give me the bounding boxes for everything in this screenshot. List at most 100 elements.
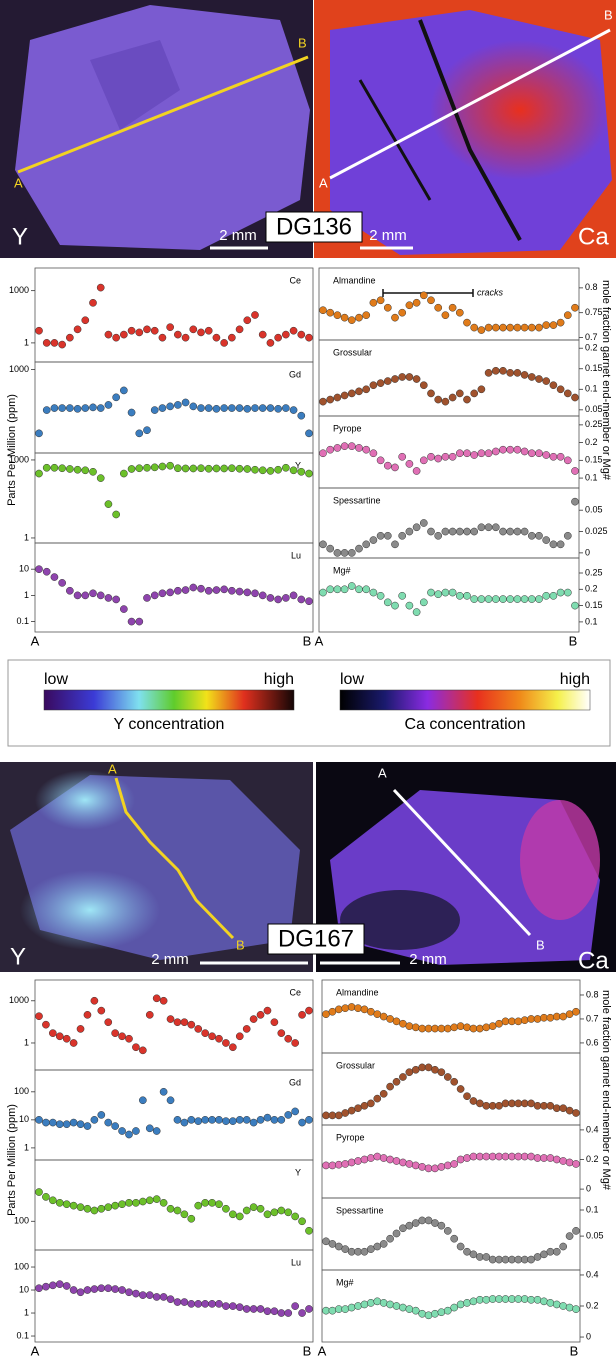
data-point bbox=[450, 1023, 459, 1032]
data-point bbox=[174, 401, 182, 409]
data-point bbox=[405, 1068, 414, 1077]
data-point bbox=[533, 1154, 542, 1162]
data-point bbox=[488, 1152, 497, 1161]
data-point bbox=[228, 464, 236, 473]
data-point bbox=[347, 1106, 356, 1115]
data-point bbox=[258, 404, 267, 412]
data-point bbox=[222, 1302, 230, 1310]
data-point bbox=[215, 1200, 223, 1209]
data-point bbox=[484, 595, 493, 603]
data-point bbox=[166, 323, 174, 332]
panel-title: Pyrope bbox=[336, 1132, 365, 1142]
data-point bbox=[143, 594, 151, 602]
data-point bbox=[535, 323, 543, 332]
data-point bbox=[322, 1161, 330, 1170]
data-point bbox=[180, 1210, 189, 1219]
y-tick-label: 0.1 bbox=[586, 1204, 599, 1214]
data-point bbox=[405, 1221, 414, 1230]
data-point bbox=[189, 583, 198, 592]
data-point bbox=[215, 1116, 223, 1124]
data-point bbox=[448, 452, 457, 461]
y-axis-title: mole fraction garnet end-member or Mg# bbox=[600, 990, 612, 1191]
data-point bbox=[187, 1116, 196, 1124]
data-point bbox=[266, 594, 275, 602]
data-point bbox=[513, 323, 522, 332]
data-point bbox=[463, 1247, 471, 1256]
panel-frame bbox=[34, 542, 314, 633]
data-point bbox=[484, 369, 493, 377]
data-point bbox=[291, 1302, 300, 1310]
end-label: A bbox=[108, 761, 117, 776]
data-point bbox=[556, 318, 565, 327]
data-point bbox=[475, 1295, 484, 1304]
data-point bbox=[484, 449, 493, 458]
panel-title: Ce bbox=[289, 275, 301, 285]
data-point bbox=[212, 404, 221, 413]
data-point bbox=[571, 497, 579, 506]
data-point bbox=[73, 591, 82, 600]
data-point bbox=[201, 1116, 210, 1124]
data-point bbox=[118, 1286, 126, 1294]
data-point bbox=[284, 1034, 293, 1043]
data-point bbox=[399, 1073, 407, 1081]
data-point bbox=[520, 1016, 529, 1025]
data-point bbox=[152, 994, 161, 1003]
data-point bbox=[399, 1158, 407, 1167]
data-point bbox=[127, 617, 136, 626]
data-point bbox=[419, 519, 428, 527]
data-point bbox=[150, 591, 159, 600]
data-point bbox=[180, 1298, 189, 1306]
data-point bbox=[559, 1104, 568, 1113]
data-point bbox=[208, 1198, 216, 1207]
data-point bbox=[42, 406, 51, 414]
data-point bbox=[469, 1152, 478, 1161]
data-point bbox=[194, 1025, 203, 1033]
data-point bbox=[373, 1010, 382, 1019]
y-tick-label: 0.7 bbox=[585, 332, 598, 342]
data-point bbox=[540, 1154, 548, 1162]
data-point bbox=[549, 591, 558, 600]
data-point bbox=[412, 467, 421, 475]
data-point bbox=[97, 1204, 106, 1213]
data-point bbox=[495, 1255, 503, 1264]
y-axis-title: Parts Per Million (ppm) bbox=[6, 1104, 18, 1216]
data-point bbox=[572, 1160, 580, 1168]
data-point bbox=[520, 371, 529, 379]
data-point bbox=[506, 323, 515, 332]
y-tick-label: 10 bbox=[19, 1114, 29, 1124]
data-point bbox=[235, 325, 244, 334]
data-point bbox=[180, 1018, 189, 1027]
data-point bbox=[450, 1160, 459, 1168]
data-point bbox=[42, 1193, 50, 1201]
data-point bbox=[187, 1300, 196, 1308]
data-point bbox=[333, 585, 342, 594]
data-point bbox=[297, 330, 306, 339]
data-point bbox=[333, 444, 342, 452]
data-point bbox=[35, 469, 43, 478]
data-point bbox=[270, 1307, 279, 1316]
data-point bbox=[391, 463, 399, 472]
data-point bbox=[424, 1216, 433, 1225]
y-tick-label: 1000 bbox=[9, 285, 29, 295]
scale-label: 2 mm bbox=[219, 227, 257, 244]
scale-label: 2 mm bbox=[369, 227, 407, 244]
data-point bbox=[549, 452, 558, 461]
data-point bbox=[482, 1152, 491, 1161]
panel-title: Lu bbox=[291, 550, 301, 560]
data-point bbox=[194, 1201, 203, 1210]
x-end-label: B bbox=[303, 633, 312, 648]
data-point bbox=[443, 1024, 452, 1033]
data-point bbox=[427, 389, 435, 398]
data-point bbox=[482, 1101, 491, 1110]
data-point bbox=[405, 601, 414, 610]
data-point bbox=[443, 1073, 452, 1081]
y-tick-label: 0.1 bbox=[16, 616, 29, 626]
data-point bbox=[143, 463, 151, 472]
data-point bbox=[76, 1025, 85, 1033]
data-point bbox=[455, 308, 464, 317]
y-tick-label: 0.7 bbox=[586, 1013, 599, 1023]
data-point bbox=[166, 588, 174, 597]
data-point bbox=[506, 445, 515, 454]
data-point bbox=[552, 1300, 561, 1309]
data-point bbox=[424, 1311, 433, 1320]
